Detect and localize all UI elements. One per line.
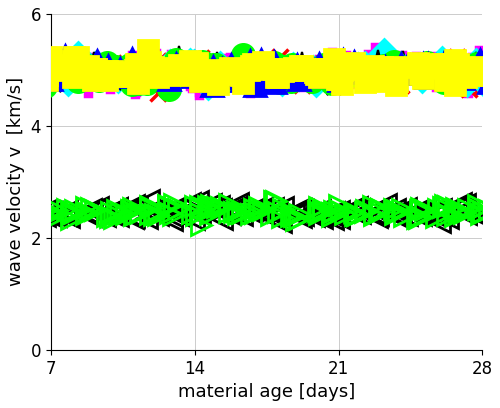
Y-axis label: wave velocity v  [km/s]: wave velocity v [km/s] (7, 77, 25, 286)
X-axis label: material age [days]: material age [days] (178, 383, 356, 401)
